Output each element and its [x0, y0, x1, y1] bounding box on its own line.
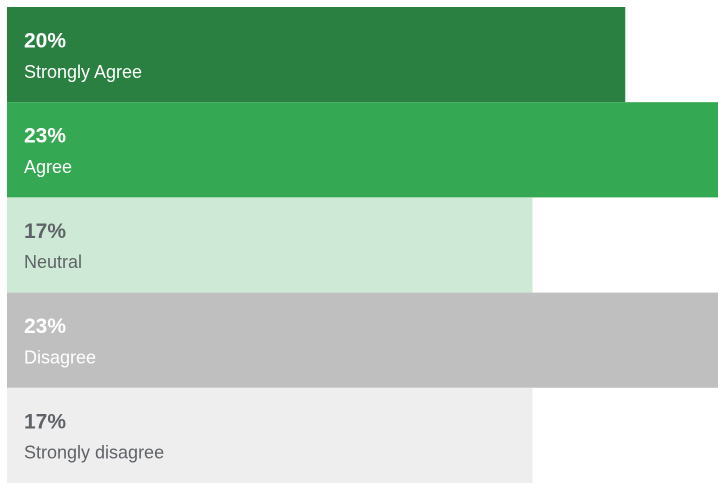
- value-label: 20%: [24, 30, 66, 53]
- category-label: Agree: [24, 157, 72, 177]
- bar: [7, 197, 533, 293]
- bar: [7, 292, 718, 388]
- value-label: 23%: [24, 125, 66, 148]
- value-label: 17%: [24, 220, 66, 243]
- bar: [7, 7, 626, 103]
- category-label: Strongly Agree: [24, 62, 142, 82]
- category-label: Disagree: [24, 347, 96, 367]
- value-label: 23%: [24, 315, 66, 338]
- bar: [7, 102, 718, 198]
- bar: [7, 387, 533, 483]
- category-label: Strongly disagree: [24, 443, 164, 463]
- value-label: 17%: [24, 410, 66, 433]
- category-label: Neutral: [24, 252, 82, 272]
